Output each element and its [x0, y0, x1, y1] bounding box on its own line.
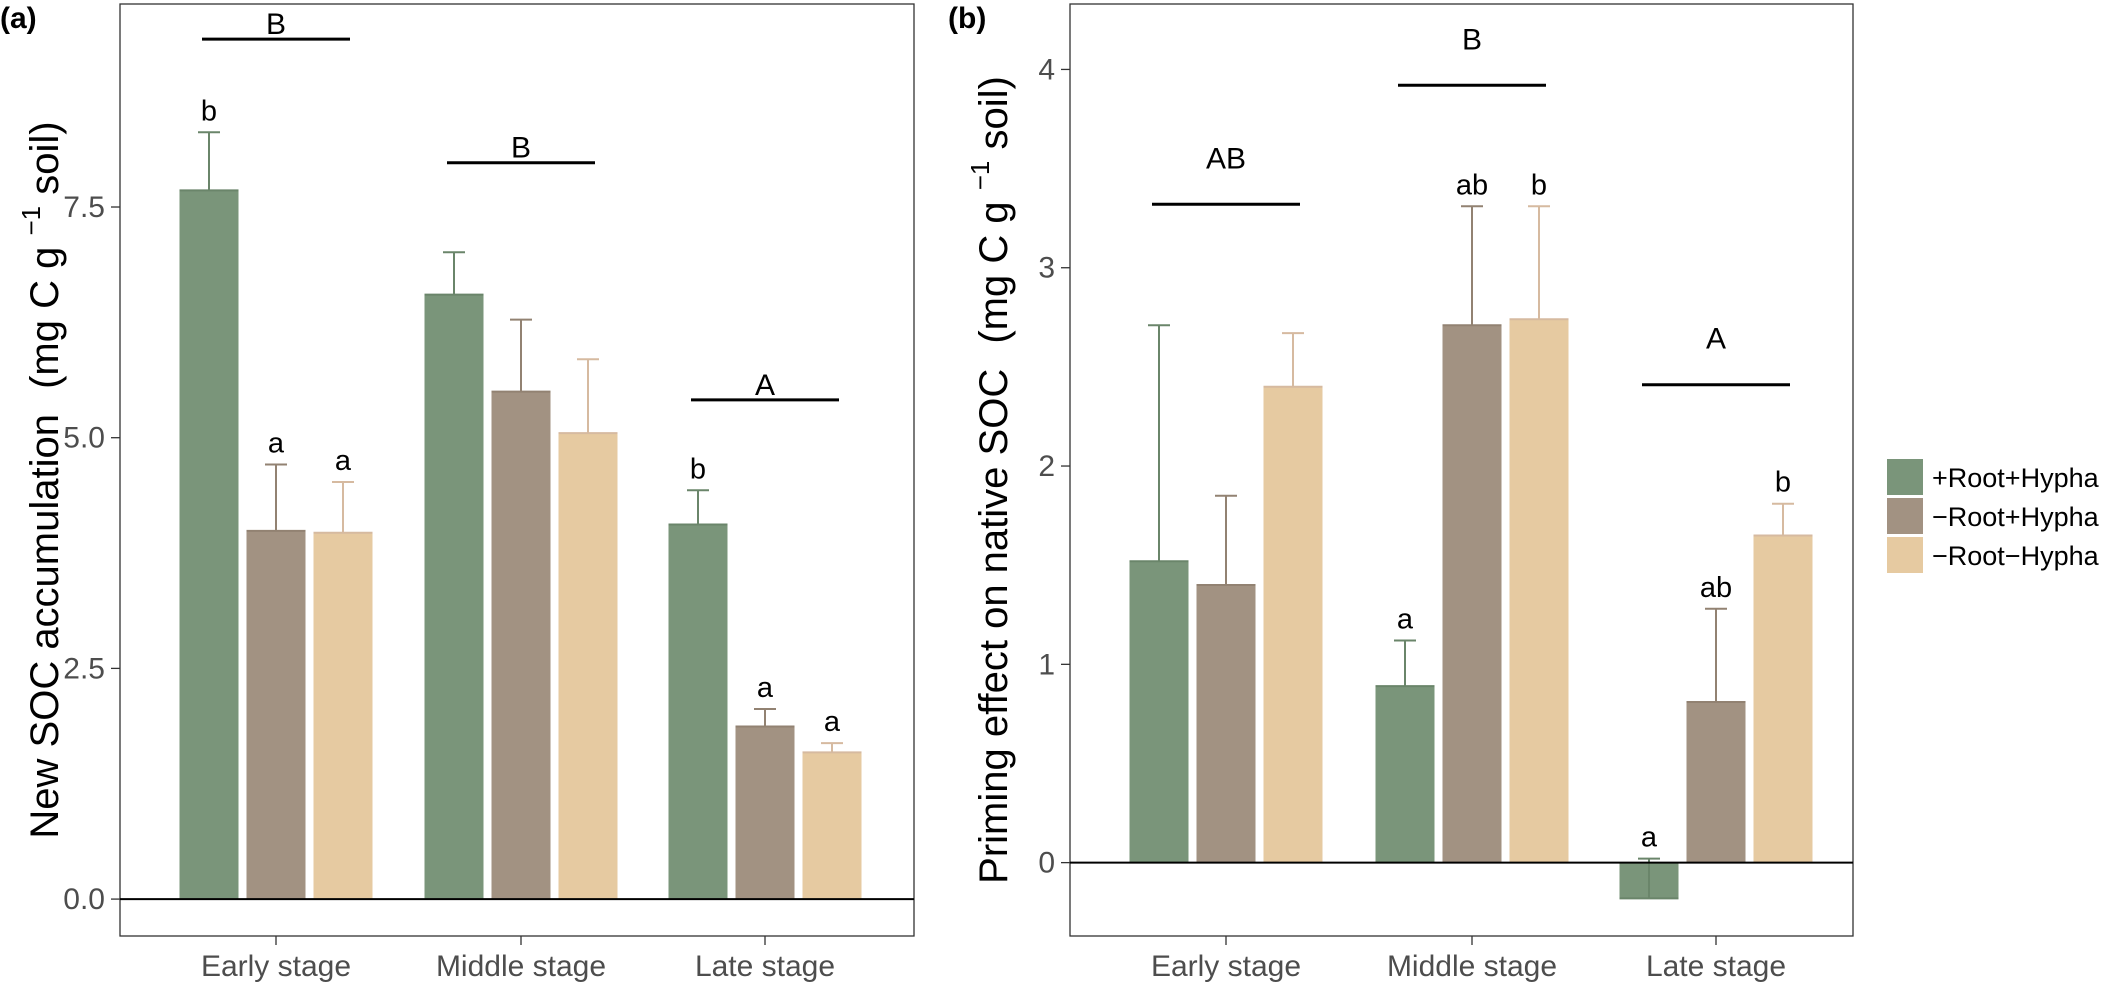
legend-label: −Root+Hypha	[1932, 502, 2100, 532]
panel-a-bar-letter: a	[335, 445, 352, 477]
panel-b-bar	[1129, 561, 1189, 863]
panel-b-bar	[1196, 585, 1256, 863]
panel-b-y-axis-title-main: Priming effect on native SOC	[972, 369, 1016, 884]
panel-a-bar	[313, 532, 373, 900]
svg-text:New SOC accumulation (: New SOC accumulation (mg C g −1 soil)	[5, 121, 67, 838]
panel-b-bar-letter: ab	[1456, 169, 1488, 201]
panel-a-bar	[491, 391, 551, 900]
panel-b-bar	[1509, 319, 1569, 863]
panel-a-frame	[119, 3, 915, 937]
panel-b-y-tick-label: 0	[1038, 847, 1055, 880]
panel-b-y-axis-title-unit-end: soil)	[972, 76, 1016, 149]
panel-b-group-letter: A	[1706, 323, 1726, 356]
legend-item: −Root−Hypha	[1887, 537, 2100, 573]
panel-b-frame	[1069, 3, 1854, 937]
panel-b-bar-letter: b	[1531, 169, 1547, 201]
legend-label: +Root+Hypha	[1932, 463, 2100, 493]
panel-a-y-axis-title-main: New SOC accumulation	[23, 414, 67, 839]
legend: +Root+Hypha −Root+Hypha −Root−Hypha	[1887, 459, 2100, 573]
panel-b-bar	[1753, 535, 1813, 863]
panel-b-y-tick-label: 3	[1038, 252, 1055, 285]
panel-a-bar	[558, 433, 618, 900]
panel-b-x-tick-label: Early stage	[1151, 950, 1301, 983]
panel-a-x-tick-label: Late stage	[695, 950, 835, 983]
panel-b-x-tick-label: Middle stage	[1387, 950, 1557, 983]
panel-a-bar	[735, 726, 795, 900]
panel-b-bar-letter: a	[1641, 822, 1658, 854]
panel-b-y-axis-title-unit: (mg C g	[972, 201, 1016, 343]
panel-b-plot-area: 0 1 2 3 4 Early stage Middle stage Late stage a a…	[1038, 3, 1854, 983]
panel-b-label: (b)	[948, 2, 986, 35]
panel-a-bar-letter: a	[824, 706, 841, 738]
panel-b-bar	[1375, 686, 1435, 863]
svg-text:Priming effect on native SOC: Priming effect on native SOC (mg C g −1 …	[954, 76, 1016, 884]
panel-a-bar-letter: a	[757, 672, 774, 704]
panel-b-bar	[1263, 386, 1323, 863]
panel-a-y-axis-title: New SOC accumulation (mg C g −1 soil)	[5, 121, 67, 838]
panel-a-bar	[802, 752, 862, 900]
panel-b-bar	[1442, 325, 1502, 863]
panel-b-bar-letter: a	[1397, 604, 1414, 636]
panel-a-bar	[424, 294, 484, 900]
panel-a-y-tick-label: 5.0	[63, 422, 105, 455]
panel-b-group-letter: AB	[1206, 142, 1246, 175]
panel-a-group-letter: A	[755, 369, 775, 402]
panel-a-y-tick-label: 0.0	[63, 883, 105, 916]
panel-a-bar	[179, 190, 239, 900]
panel-b-bar-letter: ab	[1700, 572, 1732, 604]
panel-a-x-tick-label: Early stage	[201, 950, 351, 983]
panel-a-x-tick-label: Middle stage	[436, 950, 606, 983]
panel-a-bar	[246, 530, 306, 900]
panel-a-bar	[668, 524, 728, 900]
panel-b-bar-letter: b	[1775, 467, 1791, 499]
panel-a-label: (a)	[0, 2, 37, 35]
panel-b-bar	[1686, 702, 1746, 863]
panel-a-y-axis-title-unit: (mg C g	[23, 247, 67, 389]
panel-a-group-letter: B	[511, 132, 531, 165]
panel-b-y-axis-title-exponent: −1	[965, 161, 995, 191]
panel-a-bar-letter: b	[201, 95, 217, 127]
legend-item: +Root+Hypha	[1887, 459, 2100, 495]
panel-b: (b) Priming effect on native SOC (mg C g…	[948, 2, 1854, 983]
panel-b-y-tick-label: 2	[1038, 450, 1055, 483]
panel-b-group-letter: B	[1462, 23, 1482, 56]
panel-a-group-letter: B	[266, 8, 286, 41]
panel-b-y-tick-label: 4	[1038, 53, 1055, 86]
legend-swatch	[1887, 459, 1923, 495]
panel-a-bar-letter: a	[268, 427, 285, 459]
panel-a: (a) New SOC accumulation (mg C g −1 soil…	[0, 2, 915, 983]
panel-a-plot-area: 0.0 2.5 5.0 7.5 Early stage Middle stage Late …	[63, 3, 915, 983]
panel-b-y-tick-label: 1	[1038, 648, 1055, 681]
legend-swatch	[1887, 498, 1923, 534]
panel-b-y-axis-title: Priming effect on native SOC (mg C g −1 …	[954, 76, 1016, 884]
panel-a-y-axis-title-exponent: −1	[16, 206, 46, 236]
panel-a-bar-letter: b	[690, 453, 706, 485]
legend-item: −Root+Hypha	[1887, 498, 2100, 534]
legend-swatch	[1887, 537, 1923, 573]
panel-a-y-tick-label: 2.5	[63, 652, 105, 685]
panel-a-y-tick-label: 7.5	[63, 191, 105, 224]
legend-label: −Root−Hypha	[1932, 541, 2100, 571]
panel-b-x-tick-label: Late stage	[1646, 950, 1786, 983]
panel-a-y-axis-title-unit-end: soil)	[23, 121, 67, 194]
